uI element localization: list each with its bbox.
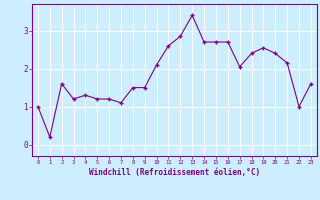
X-axis label: Windchill (Refroidissement éolien,°C): Windchill (Refroidissement éolien,°C) [89,168,260,177]
